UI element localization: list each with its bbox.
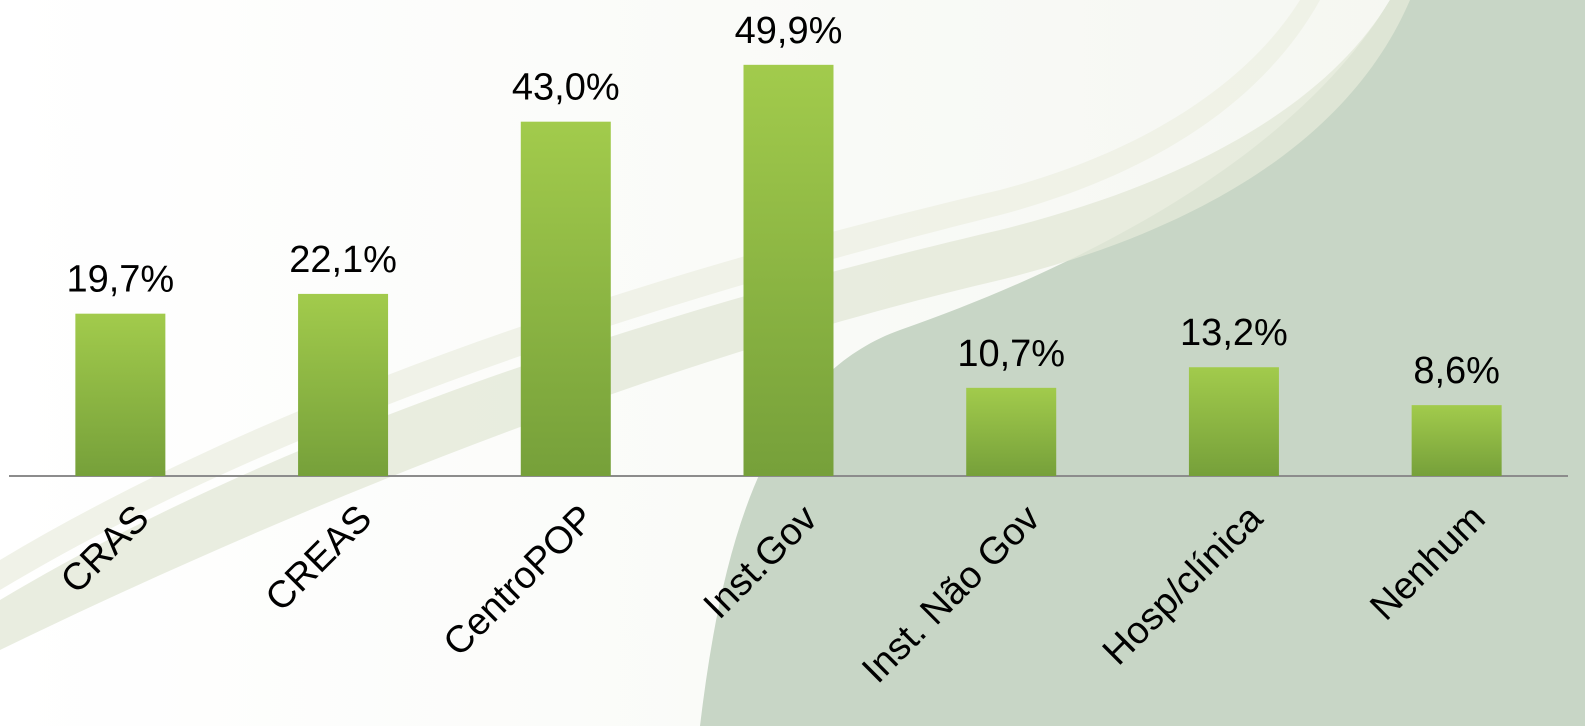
page: 19,7%CRAS22,1%CREAS43,0%CentroPOP49,9%In… — [0, 0, 1585, 726]
bar — [298, 294, 388, 476]
chart: 19,7%CRAS22,1%CREAS43,0%CentroPOP49,9%In… — [0, 0, 1585, 726]
bar — [521, 122, 611, 476]
value-label: 8,6% — [1413, 350, 1500, 392]
value-label: 43,0% — [512, 67, 620, 109]
value-label: 22,1% — [289, 239, 397, 281]
bar — [966, 388, 1056, 476]
value-label: 13,2% — [1180, 312, 1288, 354]
value-label: 49,9% — [735, 10, 843, 52]
bar — [744, 65, 834, 476]
bar — [75, 314, 165, 476]
bar — [1189, 367, 1279, 476]
value-label: 10,7% — [957, 333, 1065, 375]
bar — [1412, 405, 1502, 476]
value-label: 19,7% — [66, 259, 174, 301]
